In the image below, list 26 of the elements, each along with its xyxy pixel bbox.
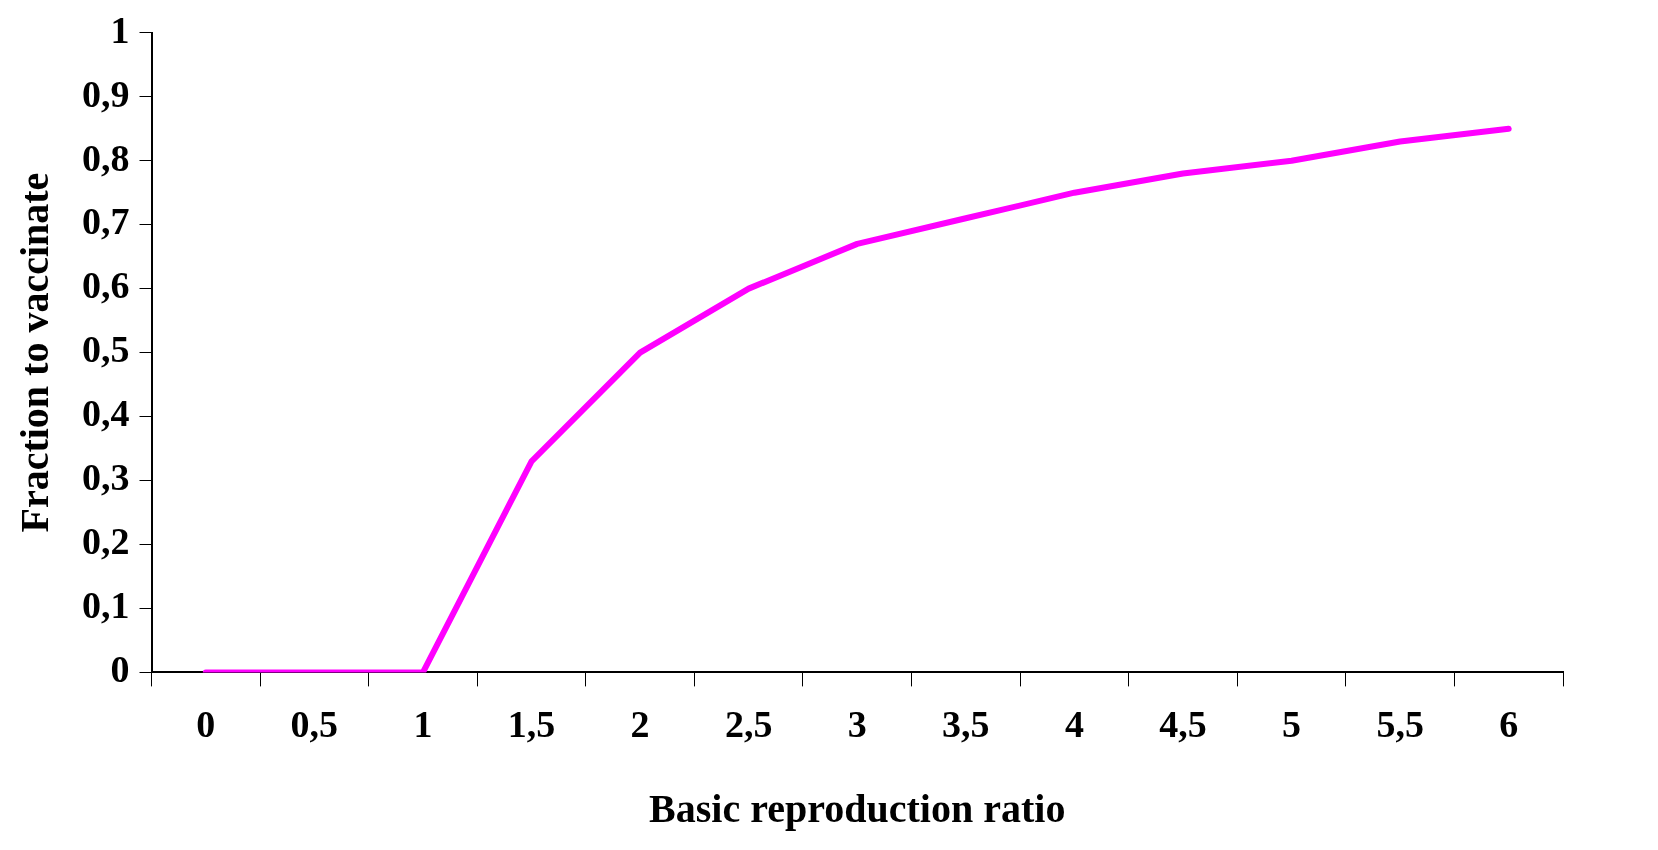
x-tick-label: 1 [413, 703, 433, 746]
y-tick-label: 0,4 [82, 392, 130, 435]
x-tick-label: 5,5 [1376, 703, 1424, 746]
y-tick-label: 0,3 [82, 456, 130, 499]
y-tick-label: 1 [110, 8, 130, 51]
y-tick-label: 0,2 [82, 520, 130, 563]
x-tick-label: 0,5 [290, 703, 339, 746]
y-tick-label: 0,8 [82, 136, 130, 179]
x-tick-label: 2 [630, 703, 650, 746]
x-tick-label: 0 [196, 703, 216, 746]
y-tick-label: 0,5 [82, 328, 130, 371]
x-axis-title: Basic reproduction ratio [649, 786, 1066, 832]
x-tick-label: 4,5 [1159, 703, 1207, 746]
x-tick-label: 3,5 [942, 703, 990, 746]
x-tick-label: 6 [1499, 703, 1519, 746]
x-tick-label: 1,5 [507, 703, 556, 746]
x-tick-label: 5 [1282, 703, 1302, 746]
y-tick-label: 0 [110, 648, 130, 691]
y-axis-title: Fraction to vaccinate [12, 172, 58, 533]
y-tick-label: 0,7 [82, 200, 130, 243]
y-tick-label: 0,1 [82, 584, 130, 627]
y-tick-label: 0,9 [82, 72, 130, 115]
x-tick-label: 3 [847, 703, 867, 746]
x-tick-label: 4 [1064, 703, 1084, 746]
x-tick-label: 2,5 [724, 703, 773, 746]
y-tick-label: 0,6 [82, 264, 130, 307]
